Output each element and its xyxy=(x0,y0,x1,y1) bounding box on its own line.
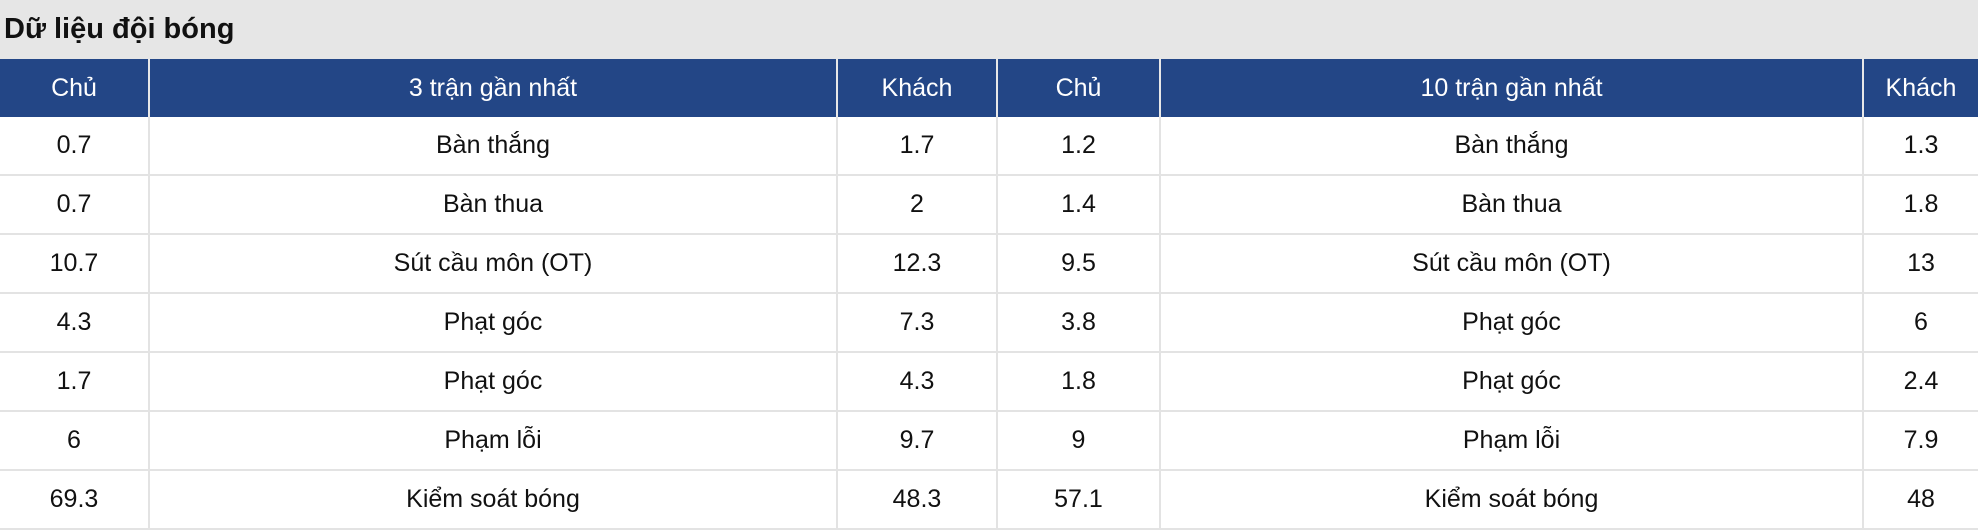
cell-stat-3: Phạt góc xyxy=(149,293,838,353)
cell-away-10: 48 xyxy=(1863,470,1978,530)
cell-away-3: 1.7 xyxy=(837,117,998,176)
cell-stat-10: Sút cầu môn (OT) xyxy=(1160,234,1864,294)
cell-away-3: 9.7 xyxy=(837,411,998,471)
cell-home-3: 0.7 xyxy=(0,175,150,235)
table-row: 69.3 Kiểm soát bóng 48.3 57.1 Kiểm soát bóng… xyxy=(0,470,1978,530)
cell-home-3: 69.3 xyxy=(0,470,150,530)
cell-stat-3: Bàn thắng xyxy=(149,117,838,176)
cell-away-3: 4.3 xyxy=(837,352,998,412)
cell-stat-10: Phạt góc xyxy=(1160,352,1864,412)
cell-away-10: 2.4 xyxy=(1863,352,1978,412)
cell-away-10: 13 xyxy=(1863,234,1978,294)
cell-stat-10: Phạm lỗi xyxy=(1160,411,1864,471)
cell-stat-3: Sút cầu môn (OT) xyxy=(149,234,838,294)
cell-away-3: 48.3 xyxy=(837,470,998,530)
table-row: 0.7 Bàn thua 2 1.4 Bàn thua 1.8 xyxy=(0,175,1978,235)
cell-stat-3: Phạt góc xyxy=(149,352,838,412)
cell-home-3: 1.7 xyxy=(0,352,150,412)
cell-stat-3: Phạm lỗi xyxy=(149,411,838,471)
cell-home-10: 1.2 xyxy=(997,117,1161,176)
cell-stat-10: Bàn thua xyxy=(1160,175,1864,235)
team-stats-table: Chủ 3 trận gần nhất Khách Chủ 10 trận gầ… xyxy=(0,59,1978,530)
table-row: 4.3 Phạt góc 7.3 3.8 Phạt góc 6 xyxy=(0,293,1978,353)
cell-home-3: 10.7 xyxy=(0,234,150,294)
table-row: 0.7 Bàn thắng 1.7 1.2 Bàn thắng 1.3 xyxy=(0,117,1978,176)
header-last-3: 3 trận gần nhất xyxy=(149,59,838,117)
cell-home-10: 3.8 xyxy=(997,293,1161,353)
cell-home-10: 9.5 xyxy=(997,234,1161,294)
header-home-10: Chủ xyxy=(997,59,1161,117)
cell-home-3: 0.7 xyxy=(0,117,150,176)
page-title: Dữ liệu đội bóng xyxy=(4,13,235,45)
title-bar: Dữ liệu đội bóng xyxy=(0,0,1978,59)
cell-away-10: 6 xyxy=(1863,293,1978,353)
header-row: Chủ 3 trận gần nhất Khách Chủ 10 trận gầ… xyxy=(0,59,1978,117)
cell-home-3: 6 xyxy=(0,411,150,471)
header-away-3: Khách xyxy=(837,59,998,117)
cell-away-3: 7.3 xyxy=(837,293,998,353)
cell-stat-3: Bàn thua xyxy=(149,175,838,235)
cell-stat-10: Phạt góc xyxy=(1160,293,1864,353)
header-home-3: Chủ xyxy=(0,59,150,117)
cell-home-10: 9 xyxy=(997,411,1161,471)
cell-away-3: 2 xyxy=(837,175,998,235)
cell-stat-10: Bàn thắng xyxy=(1160,117,1864,176)
header-last-10: 10 trận gần nhất xyxy=(1160,59,1864,117)
cell-home-3: 4.3 xyxy=(0,293,150,353)
cell-stat-3: Kiểm soát bóng xyxy=(149,470,838,530)
header-away-10: Khách xyxy=(1863,59,1978,117)
cell-away-10: 1.8 xyxy=(1863,175,1978,235)
cell-away-10: 1.3 xyxy=(1863,117,1978,176)
table-row: 6 Phạm lỗi 9.7 9 Phạm lỗi 7.9 xyxy=(0,411,1978,471)
cell-away-3: 12.3 xyxy=(837,234,998,294)
cell-home-10: 57.1 xyxy=(997,470,1161,530)
cell-away-10: 7.9 xyxy=(1863,411,1978,471)
cell-home-10: 1.4 xyxy=(997,175,1161,235)
table-row: 1.7 Phạt góc 4.3 1.8 Phạt góc 2.4 xyxy=(0,352,1978,412)
cell-stat-10: Kiểm soát bóng xyxy=(1160,470,1864,530)
table-row: 10.7 Sút cầu môn (OT) 12.3 9.5 Sút cầu môn (… xyxy=(0,234,1978,294)
cell-home-10: 1.8 xyxy=(997,352,1161,412)
